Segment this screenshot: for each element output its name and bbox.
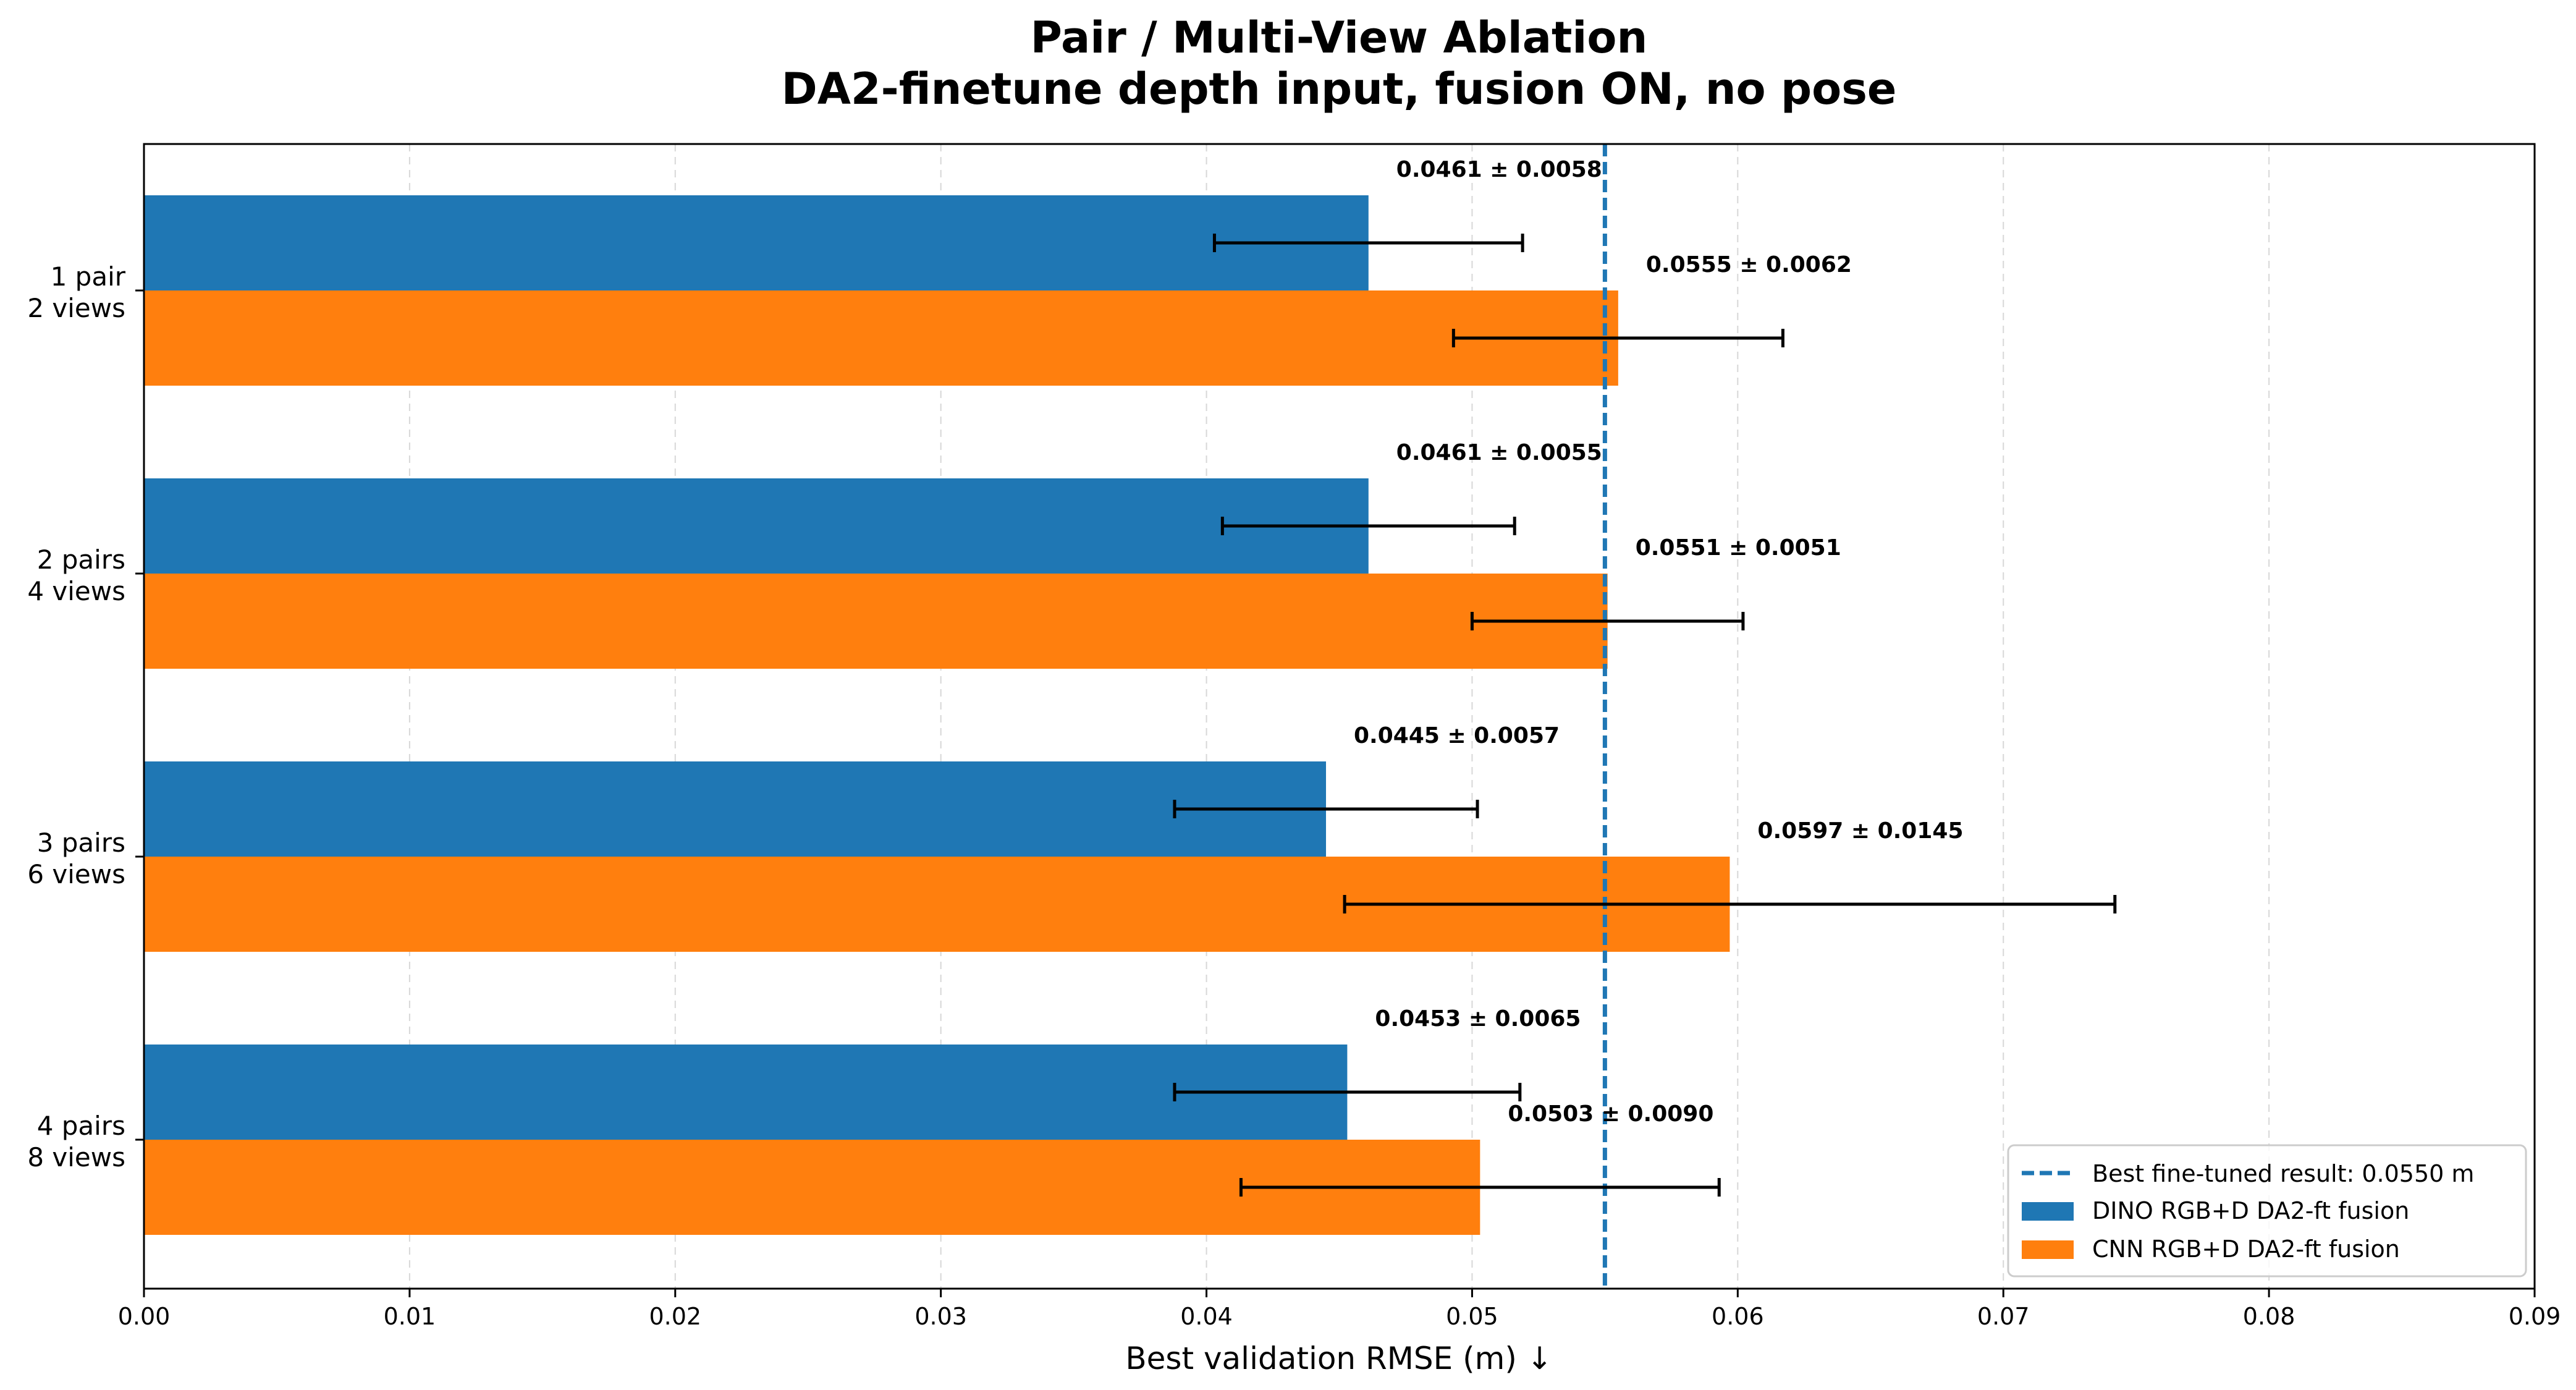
legend-dino-swatch (2022, 1202, 2074, 1221)
x-tick-label: 0.08 (2243, 1303, 2295, 1330)
x-tick-label: 0.00 (118, 1303, 171, 1330)
data-label-cnn: 0.0597 ± 0.0145 (1757, 818, 1963, 844)
legend-cnn-swatch (2022, 1240, 2074, 1259)
x-tick-label: 0.07 (1977, 1303, 2030, 1330)
data-label-dino: 0.0453 ± 0.0065 (1375, 1006, 1581, 1032)
data-label-dino: 0.0461 ± 0.0058 (1396, 157, 1602, 182)
data-label-cnn: 0.0555 ± 0.0062 (1646, 252, 1852, 278)
category-label-views: 4 views (27, 576, 125, 606)
data-label-dino: 0.0461 ± 0.0055 (1396, 440, 1602, 465)
bar-dino (144, 478, 1369, 574)
bar-dino (144, 761, 1327, 857)
legend-dino-label: DINO RGB+D DA2-ft fusion (2092, 1197, 2409, 1224)
x-tick-label: 0.01 (384, 1303, 436, 1330)
chart-title-line1: Pair / Multi-View Ablation (1031, 12, 1648, 63)
category-label-views: 6 views (27, 859, 125, 889)
x-tick-label: 0.09 (2509, 1303, 2561, 1330)
x-tick-label: 0.05 (1446, 1303, 1498, 1330)
x-tick-label: 0.04 (1180, 1303, 1233, 1330)
bar-dino (144, 195, 1369, 290)
x-tick-label: 0.03 (914, 1303, 967, 1330)
legend-frame (2007, 1144, 2527, 1278)
error-bars (1173, 234, 2117, 1197)
category-label-views: 2 views (27, 293, 125, 323)
x-tick-label: 0.06 (1712, 1303, 1764, 1330)
data-label-cnn: 0.0503 ± 0.0090 (1508, 1101, 1713, 1127)
plot-frame (143, 143, 2536, 1290)
legend-cnn-label: CNN RGB+D DA2-ft fusion (2092, 1235, 2400, 1263)
category-label-pairs: 4 pairs (37, 1111, 125, 1141)
data-labels: 0.0461 ± 0.0058 0.0461 ± 0.0055 0.0445 ± 0… (1354, 157, 1964, 1127)
bar-dino (144, 1045, 1348, 1140)
bar-cnn (144, 574, 1608, 669)
x-tick-label: 0.02 (649, 1303, 701, 1330)
data-label-cnn: 0.0551 ± 0.0051 (1636, 535, 1841, 561)
legend-reference-label: Best fine-tuned result: 0.0550 m (2092, 1160, 2474, 1187)
legend: Best fine-tuned result: 0.0550 m DINO RG… (2007, 1144, 2527, 1278)
category-label-pairs: 2 pairs (37, 545, 125, 575)
data-label-dino: 0.0445 ± 0.0057 (1354, 723, 1560, 748)
bar-cnn (144, 290, 1618, 386)
category-label-views: 8 views (27, 1142, 125, 1172)
category-label-pairs: 1 pair (51, 261, 126, 292)
x-axis-label: Best validation RMSE (m) ↓ (1125, 1341, 1552, 1376)
category-label-pairs: 3 pairs (37, 828, 125, 858)
chart-title-line2: DA2-finetune depth input, fusion ON, no … (782, 64, 1897, 114)
x-axis: 0.00 0.01 0.02 0.03 0.04 0.05 0.06 0.07 0.08 0.09 (118, 1289, 2561, 1330)
